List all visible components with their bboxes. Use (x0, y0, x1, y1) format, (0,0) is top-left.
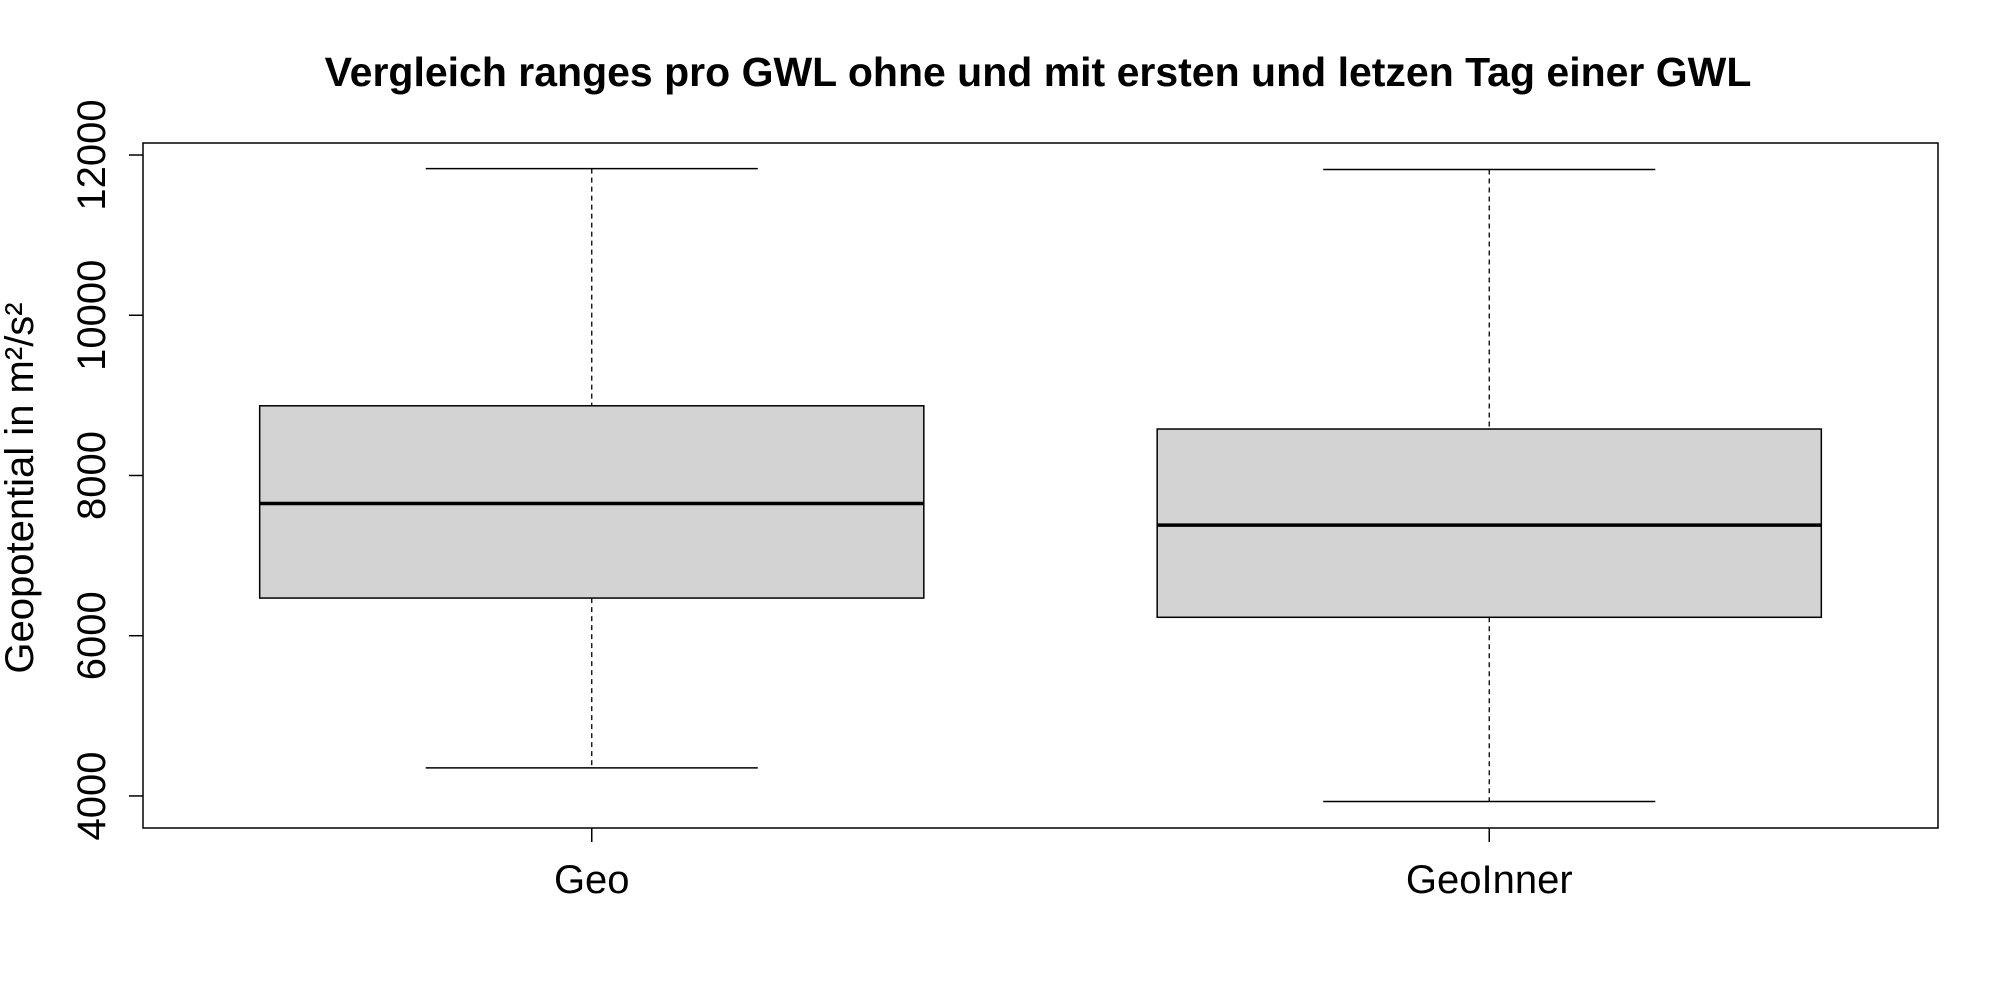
y-tick-label: 10000 (70, 260, 114, 371)
y-axis: 4000 6000 8000 10000 12000 (70, 99, 143, 840)
y-tick-label: 12000 (70, 99, 114, 210)
box-geoinner (1156, 168, 1823, 803)
x-tick-label: GeoInner (1406, 858, 1573, 902)
boxes-group (258, 167, 1823, 803)
y-tick-label: 4000 (70, 751, 114, 840)
y-tick-label: 8000 (70, 431, 114, 520)
x-tick-label: Geo (554, 858, 630, 902)
box-iqr (1156, 428, 1823, 619)
chart-title: Vergleich ranges pro GWL ohne und mit er… (325, 49, 1752, 95)
box-geo (258, 167, 925, 769)
y-tick-label: 6000 (70, 591, 114, 680)
plot-frame (142, 142, 1939, 829)
x-axis: Geo GeoInner (554, 828, 1573, 902)
y-axis-label: Geopotential in m²/s² (0, 302, 42, 673)
